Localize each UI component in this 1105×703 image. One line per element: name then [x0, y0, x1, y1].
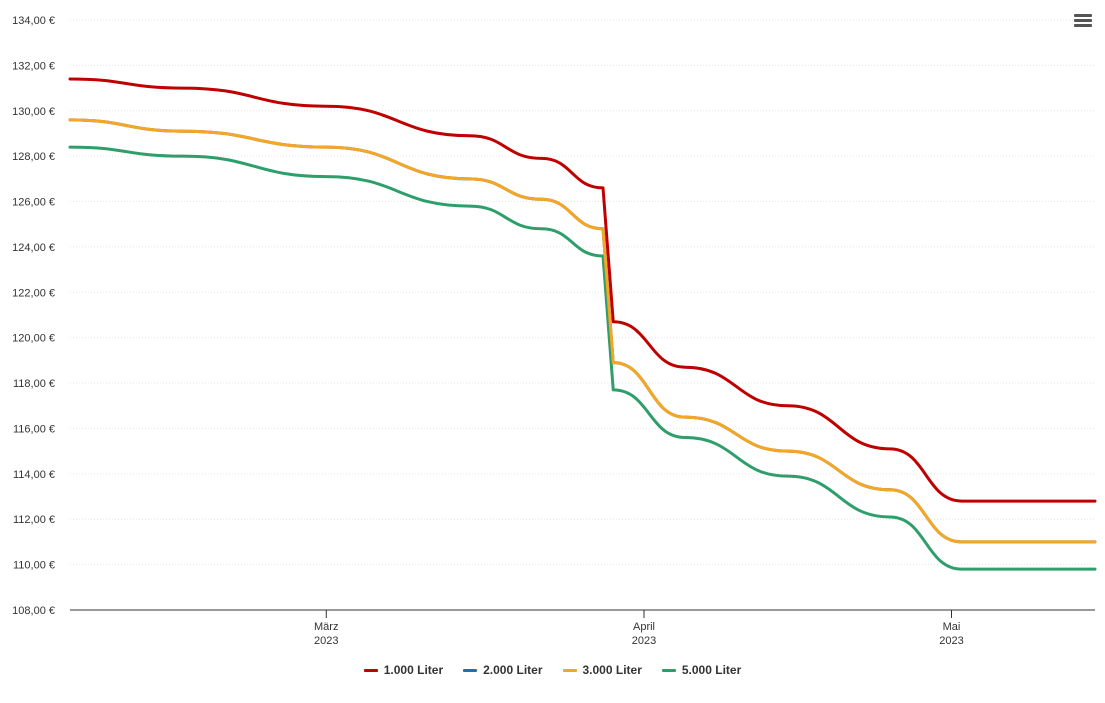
x-axis: März 2023 April 2023 Mai 2023 — [70, 609, 1095, 647]
y-tick-label: 130,00 € — [12, 106, 55, 118]
legend-swatch — [363, 668, 378, 672]
x-tick-year: 2023 — [939, 635, 963, 647]
y-tick-label: 116,00 € — [13, 423, 55, 435]
legend: 1.000 Liter 2.000 Liter 3.000 Liter 5.000 L… — [0, 663, 1105, 677]
legend-label: 1.000 Liter — [383, 663, 444, 677]
y-tick-label: 112,00 € — [13, 514, 55, 526]
y-tick-label: 124,00 € — [12, 242, 55, 254]
legend-item[interactable]: 5.000 Liter — [661, 663, 742, 677]
legend-label: 5.000 Liter — [681, 663, 742, 677]
x-tick-year: 2023 — [632, 635, 656, 647]
series-line-3-000-liter[interactable] — [68, 118, 1097, 544]
y-tick-label: 132,00 € — [12, 60, 55, 72]
y-tick-label: 128,00 € — [12, 151, 55, 163]
x-tick-year: 2023 — [314, 635, 338, 647]
y-tick-label: 126,00 € — [12, 197, 55, 209]
x-tick-label: April — [633, 621, 655, 633]
y-tick-label: 134,00 € — [12, 15, 55, 27]
legend-label: 3.000 Liter — [582, 663, 642, 677]
series-lines — [68, 77, 1097, 571]
y-tick-label: 122,00 € — [12, 287, 55, 299]
legend-item[interactable]: 2.000 Liter — [463, 663, 543, 677]
chart-menu-icon[interactable] — [1073, 12, 1093, 30]
x-tick-label: Mai — [943, 621, 961, 633]
series-line-1-000-liter[interactable] — [68, 77, 1097, 503]
legend-swatch — [562, 668, 577, 672]
legend-item[interactable]: 3.000 Liter — [562, 663, 642, 677]
legend-swatch — [661, 668, 676, 672]
y-axis-labels: 108,00 € 110,00 € 112,00 € 114,00 € 116,00 €… — [12, 15, 55, 617]
y-tick-label: 120,00 € — [12, 333, 55, 345]
grid-lines — [70, 19, 1095, 566]
legend-item[interactable]: 1.000 Liter — [363, 663, 444, 677]
line-chart: 108,00 € 110,00 € 112,00 € 114,00 € 116,00 €… — [12, 15, 1097, 647]
legend-label: 2.000 Liter — [483, 663, 543, 677]
y-tick-label: 118,00 € — [13, 378, 55, 390]
y-tick-label: 110,00 € — [13, 560, 55, 572]
legend-swatch — [463, 668, 478, 672]
series-line-5-000-liter[interactable] — [68, 145, 1097, 571]
y-tick-label: 108,00 € — [12, 605, 55, 617]
x-tick-label: März — [314, 621, 338, 633]
y-tick-label: 114,00 € — [13, 469, 55, 481]
